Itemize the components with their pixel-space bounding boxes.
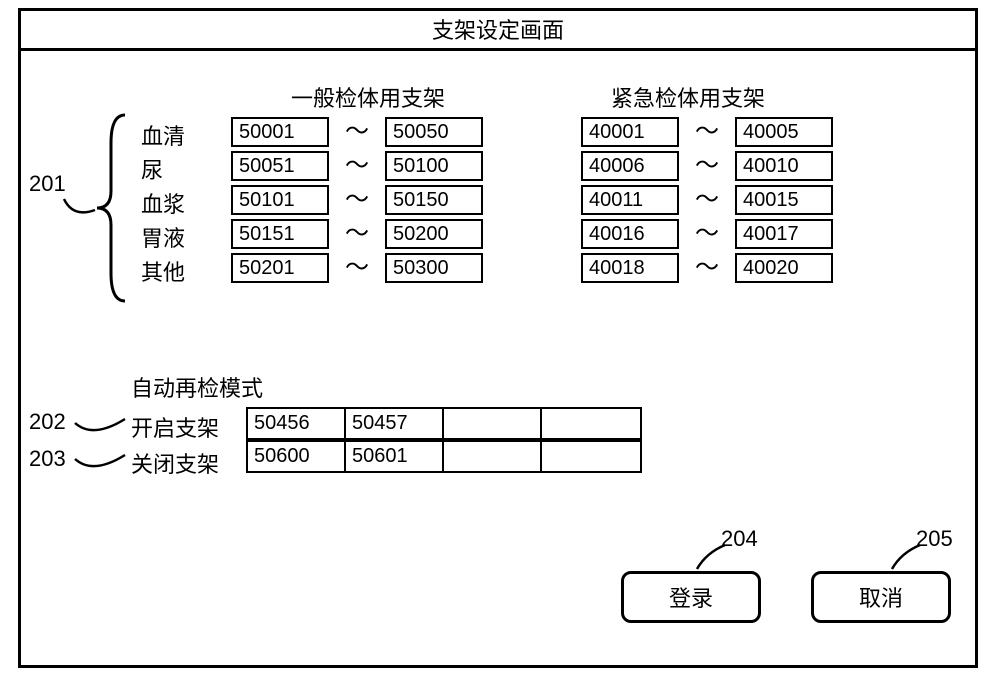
sample-type-label: 血浆 bbox=[141, 187, 185, 219]
urgent-to-input[interactable]: 40005 bbox=[735, 117, 833, 147]
range-tilde: ～ bbox=[337, 117, 377, 147]
urgent-from-input[interactable]: 40011 bbox=[581, 185, 679, 215]
urgent-from-input[interactable]: 40018 bbox=[581, 253, 679, 283]
sample-type-label: 其他 bbox=[141, 255, 185, 287]
window-frame: 支架设定画面 一般检体用支架 紧急检体用支架 201 血清 50001 ～ 50050… bbox=[18, 8, 978, 668]
ref-203: 203 bbox=[29, 446, 66, 472]
urgent-to-input[interactable]: 40010 bbox=[735, 151, 833, 181]
normal-from-input[interactable]: 50051 bbox=[231, 151, 329, 181]
recheck-cell[interactable]: 50600 bbox=[248, 442, 346, 471]
normal-from-input[interactable]: 50001 bbox=[231, 117, 329, 147]
urgent-to-input[interactable]: 40017 bbox=[735, 219, 833, 249]
window-title: 支架设定画面 bbox=[21, 11, 975, 51]
ref-202: 202 bbox=[29, 409, 66, 435]
sample-type-label: 尿 bbox=[141, 153, 163, 185]
range-tilde: ～ bbox=[687, 151, 727, 181]
content-area: 一般检体用支架 紧急检体用支架 201 血清 50001 ～ 50050 40001 ～ 4… bbox=[21, 51, 975, 665]
callout-204-icon bbox=[691, 543, 731, 573]
recheck-cell[interactable] bbox=[542, 442, 640, 471]
recheck-close-row: 5060050601 bbox=[246, 440, 642, 473]
recheck-cell[interactable] bbox=[542, 409, 640, 438]
callout-205-icon bbox=[886, 543, 926, 573]
recheck-cell[interactable]: 50601 bbox=[346, 442, 444, 471]
normal-to-input[interactable]: 50100 bbox=[385, 151, 483, 181]
callout-203-icon bbox=[73, 449, 128, 479]
recheck-open-row: 5045650457 bbox=[246, 407, 642, 440]
callout-201-icon bbox=[61, 196, 101, 236]
normal-to-input[interactable]: 50200 bbox=[385, 219, 483, 249]
urgent-to-input[interactable]: 40015 bbox=[735, 185, 833, 215]
sample-type-label: 血清 bbox=[141, 119, 185, 151]
header-normal: 一般检体用支架 bbox=[291, 81, 445, 113]
normal-to-input[interactable]: 50050 bbox=[385, 117, 483, 147]
recheck-cell[interactable]: 50457 bbox=[346, 409, 444, 438]
urgent-to-input[interactable]: 40020 bbox=[735, 253, 833, 283]
normal-from-input[interactable]: 50101 bbox=[231, 185, 329, 215]
range-tilde: ～ bbox=[337, 151, 377, 181]
range-tilde: ～ bbox=[337, 185, 377, 215]
range-tilde: ～ bbox=[687, 185, 727, 215]
urgent-from-input[interactable]: 40016 bbox=[581, 219, 679, 249]
range-tilde: ～ bbox=[687, 117, 727, 147]
range-tilde: ～ bbox=[337, 253, 377, 283]
range-tilde: ～ bbox=[337, 219, 377, 249]
normal-from-input[interactable]: 50151 bbox=[231, 219, 329, 249]
normal-to-input[interactable]: 50150 bbox=[385, 185, 483, 215]
login-button[interactable]: 登录 bbox=[621, 571, 761, 623]
recheck-cell[interactable]: 50456 bbox=[248, 409, 346, 438]
urgent-from-input[interactable]: 40006 bbox=[581, 151, 679, 181]
cancel-button[interactable]: 取消 bbox=[811, 571, 951, 623]
recheck-title: 自动再检模式 bbox=[131, 371, 263, 403]
sample-type-label: 胃液 bbox=[141, 221, 185, 253]
normal-to-input[interactable]: 50300 bbox=[385, 253, 483, 283]
callout-202-icon bbox=[73, 413, 128, 443]
range-tilde: ～ bbox=[687, 253, 727, 283]
recheck-open-label: 开启支架 bbox=[131, 411, 219, 443]
header-urgent: 紧急检体用支架 bbox=[611, 81, 765, 113]
ref-201: 201 bbox=[29, 171, 66, 197]
recheck-cell[interactable] bbox=[444, 409, 542, 438]
recheck-cell[interactable] bbox=[444, 442, 542, 471]
normal-from-input[interactable]: 50201 bbox=[231, 253, 329, 283]
urgent-from-input[interactable]: 40001 bbox=[581, 117, 679, 147]
range-tilde: ～ bbox=[687, 219, 727, 249]
recheck-close-label: 关闭支架 bbox=[131, 447, 219, 479]
